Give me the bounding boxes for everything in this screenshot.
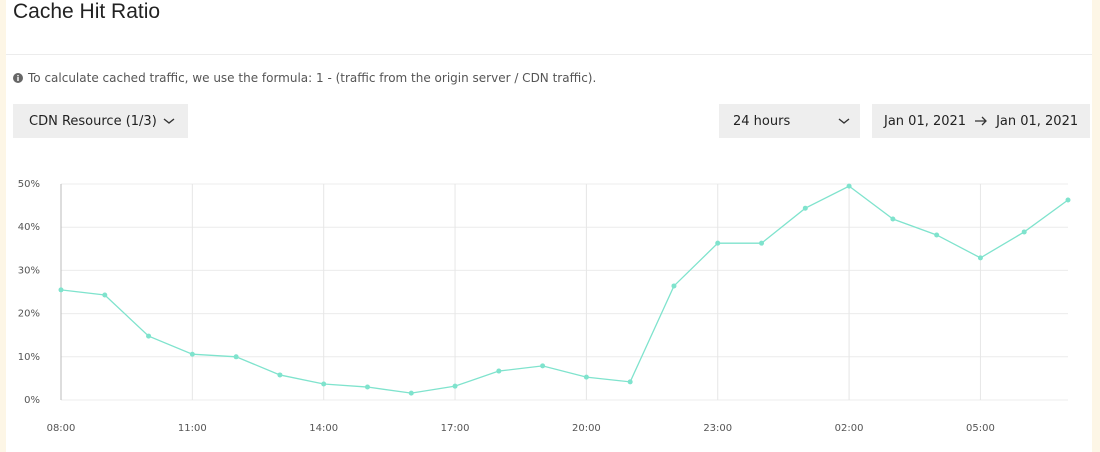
- y-tick-label: 0%: [24, 395, 40, 406]
- x-tick-label: 23:00: [703, 423, 732, 434]
- resource-label: CDN Resource (1/3): [29, 113, 157, 129]
- data-point: [715, 240, 721, 246]
- data-point: [583, 374, 589, 380]
- info-text: To calculate cached traffic, we use the …: [28, 71, 597, 85]
- y-tick-label: 30%: [18, 265, 40, 276]
- data-point: [277, 372, 283, 378]
- y-tick-label: 10%: [18, 352, 40, 363]
- info-icon: [13, 73, 23, 83]
- x-tick-label: 14:00: [309, 423, 338, 434]
- arrow-icon: [975, 116, 987, 126]
- data-point: [146, 333, 152, 339]
- data-point: [189, 351, 195, 357]
- x-tick-label: 05:00: [966, 423, 995, 434]
- data-point: [452, 383, 458, 389]
- data-point: [408, 390, 414, 396]
- series-line: [60, 185, 1069, 394]
- data-point: [934, 232, 940, 238]
- x-tick-label: 02:00: [835, 423, 864, 434]
- data-point: [977, 255, 983, 261]
- data-point: [58, 287, 64, 293]
- x-tick-label: 17:00: [441, 423, 470, 434]
- info-line: To calculate cached traffic, we use the …: [13, 71, 596, 85]
- chevron: [163, 118, 175, 124]
- x-tick-label: 11:00: [178, 423, 207, 434]
- y-tick-label: 40%: [18, 222, 40, 233]
- data-point: [846, 183, 852, 189]
- y-tick-label: 20%: [18, 309, 40, 320]
- x-tick-label: 08:00: [47, 423, 76, 434]
- data-point: [540, 363, 546, 369]
- resource-dropdown[interactable]: CDN Resource (1/3): [13, 104, 188, 138]
- data-point: [1021, 229, 1027, 235]
- data-point: [802, 205, 808, 211]
- period-select[interactable]: 24 hours: [719, 104, 860, 138]
- data-point: [233, 354, 239, 360]
- data-point: [102, 292, 108, 298]
- chevron: [838, 118, 850, 124]
- x-tick-label: 20:00: [572, 423, 601, 434]
- data-point: [1065, 197, 1071, 203]
- page-title: Cache Hit Ratio: [13, 0, 161, 23]
- data-point: [890, 216, 896, 222]
- data-point: [321, 381, 327, 387]
- date-start: Jan 01, 2021: [884, 113, 967, 129]
- data-point: [671, 283, 677, 289]
- period-label: 24 hours: [733, 113, 791, 129]
- data-point: [759, 240, 765, 246]
- separator: [6, 54, 1092, 55]
- data-point: [364, 384, 370, 390]
- y-tick-label: 50%: [18, 179, 40, 190]
- date-end: Jan 01, 2021: [996, 113, 1079, 129]
- data-point: [496, 368, 502, 374]
- date-range[interactable]: Jan 01, 2021 Jan 01, 2021: [872, 104, 1090, 138]
- chart: 0% 10% 20% 30% 40% 50% 08:00 11:00 14:00 17:00 20:…: [18, 179, 1071, 434]
- data-point: [627, 379, 633, 385]
